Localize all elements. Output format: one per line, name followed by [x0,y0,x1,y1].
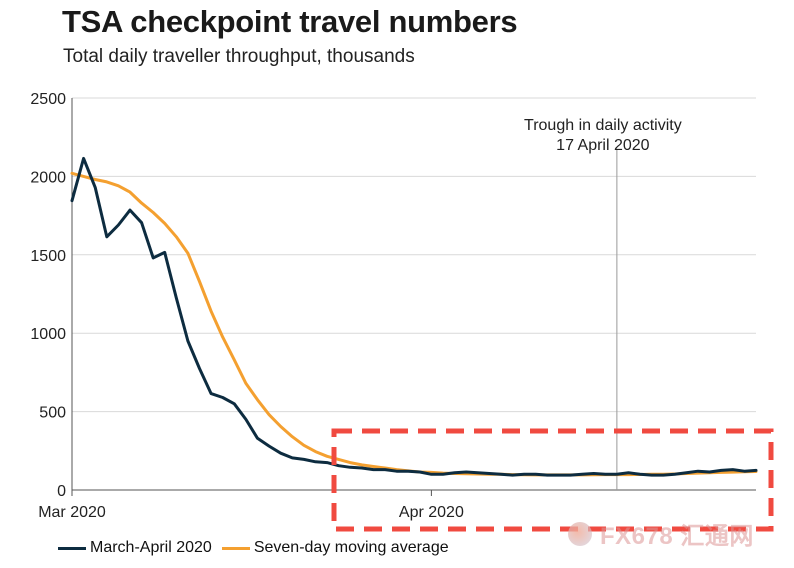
watermark-logo-icon [568,521,592,546]
chart-subtitle: Total daily traveller throughput, thousa… [63,46,415,67]
legend-label-moving-average: Seven-day moving average [253,539,449,556]
x-tick-label-1: Apr 2020 [399,504,464,521]
series-lines [70,156,758,477]
legend-swatch-march-april [58,546,86,550]
y-axis-ticks: 0 500 1000 1500 2000 2500 [30,91,66,500]
y-tick-label-0: 0 [57,483,66,500]
y-tick-label-500: 500 [39,405,66,422]
y-tick-label-2500: 2500 [30,91,66,108]
highlight-box [331,428,774,532]
annotation: Trough in daily activity 17 April 2020 [524,117,682,490]
x-axis: Mar 2020 Apr 2020 [38,98,756,521]
x-tick-label-0: Mar 2020 [38,504,106,521]
legend-item-march-april: March-April 2020 [58,539,212,557]
legend-item-moving-average: Seven-day moving average [221,539,449,557]
legend: March-April 2020 Seven-day moving averag… [58,539,459,557]
watermark-text: FX678 汇通网 [600,523,754,550]
legend-swatch-moving-average [221,546,250,550]
annotation-text-line-0: Trough in daily activity [524,117,682,134]
y-tick-label-1000: 1000 [30,326,66,343]
legend-label-march-april: March-April 2020 [90,539,212,556]
watermark: FX678 汇通网 [568,516,754,551]
annotation-text-line-1: 17 April 2020 [556,137,650,154]
series-line-march-april [70,156,758,477]
y-tick-label-2000: 2000 [30,169,66,186]
y-tick-label-1500: 1500 [30,248,66,265]
chart-title: TSA checkpoint travel numbers [62,4,518,39]
gridlines [72,97,756,413]
